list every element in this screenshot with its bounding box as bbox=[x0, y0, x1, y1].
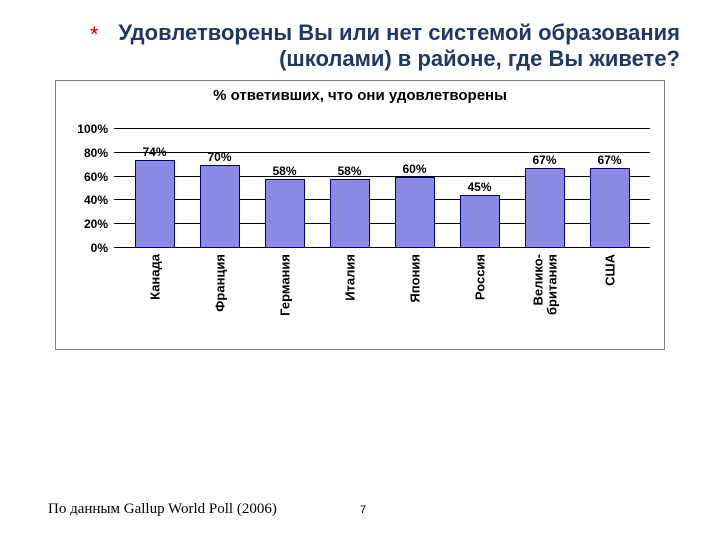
chart-container: % ответивших, что они удовлетворены 74%7… bbox=[55, 80, 665, 350]
title-block: * Удовлетворены Вы или нет системой обра… bbox=[40, 20, 680, 72]
y-tick-label: 20% bbox=[84, 217, 108, 231]
x-label-cell: Италия bbox=[317, 248, 382, 340]
x-axis-label: Япония bbox=[407, 254, 422, 303]
bar: 60% bbox=[395, 177, 435, 248]
bar-column: 67% bbox=[512, 114, 577, 248]
y-tick-label: 40% bbox=[84, 193, 108, 207]
x-axis-label: Канада bbox=[147, 254, 162, 300]
chart-title: % ответивших, что они удовлетворены bbox=[56, 81, 664, 108]
bar-column: 67% bbox=[577, 114, 642, 248]
x-label-cell: Япония bbox=[382, 248, 447, 340]
bar-column: 58% bbox=[317, 114, 382, 248]
x-axis-label: Италия bbox=[342, 254, 357, 301]
bar-column: 74% bbox=[122, 114, 187, 248]
x-axis-label: Германия bbox=[277, 254, 292, 316]
x-label-cell: Германия bbox=[252, 248, 317, 340]
x-label-cell: Россия bbox=[447, 248, 512, 340]
bar: 58% bbox=[330, 179, 370, 248]
x-label-cell: США bbox=[577, 248, 642, 340]
bar: 67% bbox=[525, 168, 565, 247]
bar: 58% bbox=[265, 179, 305, 248]
x-label-cell: Канада bbox=[122, 248, 187, 340]
bar-column: 45% bbox=[447, 114, 512, 248]
x-axis-label: Россия bbox=[472, 254, 487, 300]
bar-column: 70% bbox=[187, 114, 252, 248]
bar-value-label: 60% bbox=[402, 162, 426, 176]
bar: 67% bbox=[590, 168, 630, 247]
bar-value-label: 58% bbox=[272, 164, 296, 178]
star-icon: * bbox=[90, 22, 99, 48]
chart-plot: 74%70%58%58%60%45%67%67% 0%20%40%60%80%1… bbox=[56, 108, 664, 248]
bar-value-label: 67% bbox=[532, 153, 556, 167]
slide: * Удовлетворены Вы или нет системой обра… bbox=[0, 0, 720, 540]
y-tick-label: 0% bbox=[91, 241, 108, 255]
bar-value-label: 67% bbox=[597, 153, 621, 167]
bar: 45% bbox=[460, 195, 500, 248]
x-axis-label: Велико-британия bbox=[531, 254, 558, 315]
source-footer: По данным Gallup World Poll (2006) bbox=[48, 501, 277, 518]
bar: 70% bbox=[200, 165, 240, 248]
x-axis-label: Франция bbox=[212, 254, 227, 312]
bar-column: 60% bbox=[382, 114, 447, 248]
bar-value-label: 58% bbox=[337, 164, 361, 178]
bar-value-label: 74% bbox=[142, 145, 166, 159]
x-axis-label: США bbox=[602, 254, 617, 286]
page-number: 7 bbox=[360, 504, 366, 516]
y-tick-label: 100% bbox=[77, 122, 108, 136]
slide-title: Удовлетворены Вы или нет системой образо… bbox=[80, 20, 680, 72]
x-label-cell: Велико-британия bbox=[512, 248, 577, 340]
x-axis-labels: Канада Франция Германия Италия Япония Россия В… bbox=[114, 248, 650, 340]
bar-column: 58% bbox=[252, 114, 317, 248]
bar: 74% bbox=[135, 160, 175, 248]
y-tick-label: 60% bbox=[84, 170, 108, 184]
y-tick-label: 80% bbox=[84, 146, 108, 160]
bars: 74%70%58%58%60%45%67%67% bbox=[114, 114, 650, 248]
bar-value-label: 70% bbox=[207, 150, 231, 164]
plot-area: 74%70%58%58%60%45%67%67% 0%20%40%60%80%1… bbox=[114, 114, 650, 248]
x-label-cell: Франция bbox=[187, 248, 252, 340]
bar-value-label: 45% bbox=[467, 180, 491, 194]
